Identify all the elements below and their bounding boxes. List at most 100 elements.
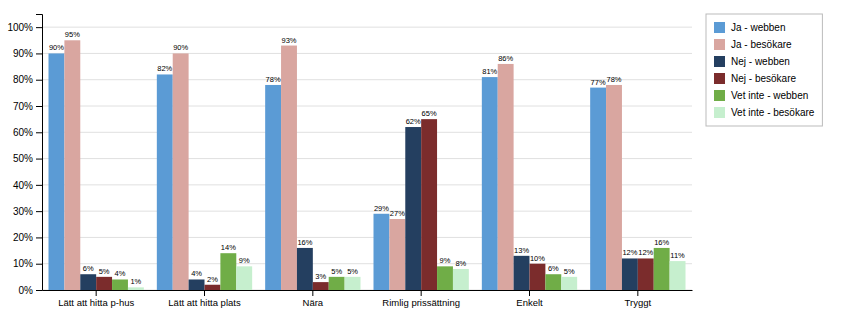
data-labels: 90%82%78%29%81%77%95%90%93%27%86%78%6%4%… [49, 30, 685, 286]
data-label: 3% [315, 272, 326, 281]
x-tick-mark [637, 290, 638, 296]
x-tick-label: Tryggt [625, 297, 652, 308]
y-tick-label: 90% [13, 48, 33, 59]
y-tick-mark [36, 53, 42, 54]
bar [622, 258, 638, 290]
legend-label: Ja - besökare [731, 39, 792, 50]
legend-swatch [714, 39, 725, 50]
legend-item: Ja - besökare [714, 39, 792, 50]
x-tick: Lätt att hitta plats [168, 290, 241, 308]
y-tick-label: 30% [13, 206, 33, 217]
bar [64, 40, 80, 290]
x-tick-mark [529, 290, 530, 296]
data-label: 6% [83, 264, 94, 273]
y-tick-mark [36, 106, 42, 107]
x-tick-mark [96, 290, 97, 296]
bar [220, 253, 236, 290]
y-axis-line [36, 15, 43, 291]
data-label: 5% [564, 267, 575, 276]
y-tick-mark [36, 290, 42, 291]
data-label: 5% [331, 267, 342, 276]
bar [374, 214, 390, 290]
data-label: 86% [498, 54, 513, 63]
x-axis: Lätt att hitta p-hus Lätt att hitta plats… [43, 290, 693, 308]
y-tick-mark [36, 132, 42, 133]
bar [389, 219, 405, 290]
data-label: 4% [191, 269, 202, 278]
legend-swatch [714, 90, 725, 101]
y-tick-mark [36, 185, 42, 186]
y-tick-label: 10% [13, 258, 33, 269]
data-label: 93% [281, 36, 296, 45]
y-tick-label: 60% [13, 127, 33, 138]
x-tick-label: Lätt att hitta plats [168, 297, 241, 308]
data-label: 14% [221, 243, 236, 252]
y-axis: 0%10%20%30%40%50%60%70%80%90%100% [7, 15, 42, 296]
bar-series [128, 261, 686, 290]
legend-swatch [714, 22, 725, 33]
bar [545, 274, 561, 290]
x-tick-label: Nära [303, 297, 324, 308]
data-label: 12% [622, 248, 637, 257]
data-label: 5% [347, 267, 358, 276]
y-tick-mark [36, 211, 42, 212]
y-tick: 20% [13, 232, 42, 243]
bar [96, 277, 112, 290]
data-label: 6% [548, 264, 559, 273]
bar [561, 277, 577, 290]
bar [281, 46, 297, 290]
legend-label: Nej - webben [731, 56, 790, 67]
bar [453, 269, 469, 290]
x-tick-mark [204, 290, 205, 296]
x-tick: Rimlig prissättning [382, 290, 460, 308]
data-label: 2% [207, 275, 218, 284]
bar [112, 279, 128, 290]
bar [437, 266, 453, 290]
bar [157, 74, 173, 290]
legend-item: Vet inte - webben [714, 90, 808, 101]
x-tick: Enkelt [516, 290, 543, 308]
x-tick-label: Lätt att hitta p-hus [58, 297, 134, 308]
data-label: 16% [654, 238, 669, 247]
y-tick: 30% [13, 206, 42, 217]
bar [173, 53, 189, 290]
data-label: 4% [115, 269, 126, 278]
data-label: 82% [157, 64, 172, 73]
bar [421, 119, 437, 290]
bar [205, 285, 221, 290]
y-tick-label: 100% [7, 22, 33, 33]
bar [482, 77, 498, 290]
x-tick-label: Rimlig prissättning [382, 297, 460, 308]
data-label: 95% [65, 30, 80, 39]
data-label: 62% [406, 117, 421, 126]
data-label: 10% [530, 254, 545, 263]
data-label: 78% [266, 75, 281, 84]
bar-series [49, 53, 607, 290]
y-tick: 60% [13, 127, 42, 138]
x-axis-line [43, 290, 693, 291]
bar [313, 282, 329, 290]
legend-swatch [714, 73, 725, 84]
grid [42, 27, 692, 290]
y-tick-label: 70% [13, 101, 33, 112]
bar [654, 248, 670, 290]
data-label: 1% [130, 277, 141, 286]
y-tick-mark [36, 264, 42, 265]
legend-label: Ja - webben [731, 22, 785, 33]
y-tick-mark [36, 237, 42, 238]
y-tick-mark [36, 27, 42, 28]
y-tick-mark [36, 80, 42, 81]
x-tick-label: Enkelt [516, 297, 543, 308]
bar [498, 64, 514, 290]
bar [638, 258, 654, 290]
bar [128, 287, 144, 290]
bar [606, 85, 622, 290]
legend-swatch [714, 56, 725, 67]
bar [530, 264, 546, 290]
grid-line [42, 53, 692, 54]
data-label: 90% [49, 43, 64, 52]
x-tick: Lätt att hitta p-hus [58, 290, 134, 308]
bar-series [112, 248, 670, 290]
data-label: 9% [440, 256, 451, 265]
bar [590, 88, 606, 290]
